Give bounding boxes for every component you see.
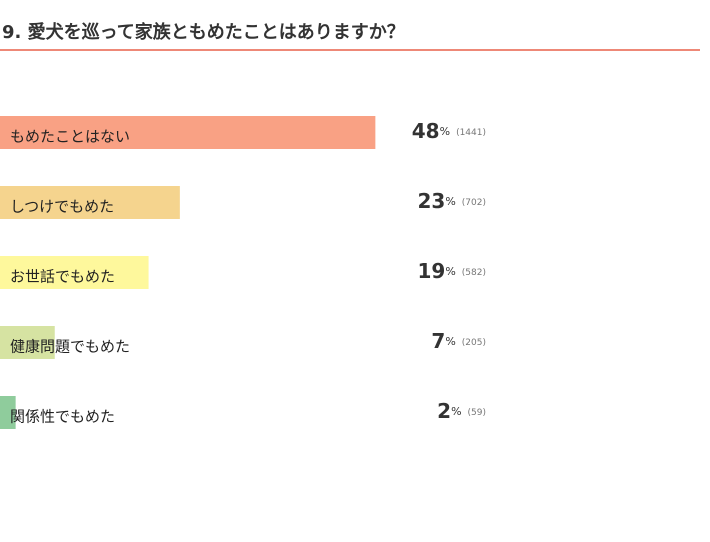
count-label: (205) (462, 338, 486, 348)
bar (0, 326, 55, 359)
bar (0, 396, 16, 429)
bar (0, 186, 180, 219)
value-number: 2 (437, 399, 451, 423)
value-label: 48% (1441) (412, 119, 486, 143)
value-label: 2% (59) (437, 399, 486, 423)
value-unit: % (445, 335, 455, 348)
count-label: (702) (462, 198, 486, 208)
category-label: もめたことはない (10, 128, 130, 146)
count-label: (582) (462, 268, 486, 278)
count-label: (59) (468, 408, 486, 418)
category-label: 関係性でもめた (10, 408, 115, 426)
value-number: 23 (418, 189, 446, 213)
value-label: 19% (582) (418, 259, 487, 283)
bar (0, 116, 376, 149)
value-unit: % (440, 125, 450, 138)
value-unit: % (445, 195, 455, 208)
category-label: しつけでもめた (10, 198, 114, 216)
category-label: お世話でもめた (10, 268, 115, 286)
bar (0, 256, 149, 289)
count-label: (1441) (456, 128, 486, 138)
value-unit: % (451, 405, 461, 418)
value-number: 48 (412, 119, 440, 143)
value-label: 7% (205) (431, 329, 486, 353)
category-label: 健康問題でもめた (10, 338, 130, 356)
value-number: 7 (431, 329, 445, 353)
chart-title: 9. 愛犬を巡って家族ともめたことはありますか？ (2, 21, 405, 43)
value-unit: % (445, 265, 455, 278)
value-number: 19 (418, 259, 446, 283)
value-label: 23% (702) (418, 189, 487, 213)
